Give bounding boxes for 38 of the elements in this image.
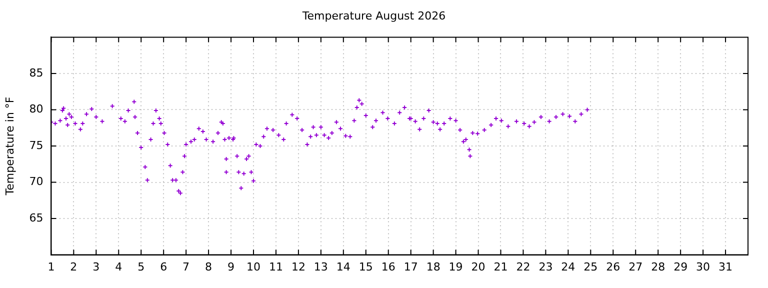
x-tick-label: 26 xyxy=(606,260,620,274)
x-tick-label: 17 xyxy=(404,260,418,274)
x-tick-label: 2 xyxy=(70,260,78,274)
x-tick-label: 31 xyxy=(718,260,733,274)
y-tick-label: 65 xyxy=(29,211,44,224)
x-tick-label: 7 xyxy=(182,260,190,274)
x-tick-label: 19 xyxy=(448,260,463,274)
x-tick-label: 10 xyxy=(246,260,260,274)
x-tick-label: 30 xyxy=(696,260,710,274)
y-tick-label: 80 xyxy=(29,102,44,116)
x-tick-label: 1 xyxy=(48,260,55,274)
x-tick-label: 14 xyxy=(336,260,350,274)
x-tick-label: 16 xyxy=(381,260,396,274)
x-tick-label: 29 xyxy=(674,260,688,274)
x-tick-label: 25 xyxy=(584,260,598,274)
chart-title: Temperature August 2026 xyxy=(301,9,446,22)
x-tick-label: 8 xyxy=(205,260,212,274)
x-tick-label: 13 xyxy=(314,260,328,274)
x-tick-label: 5 xyxy=(138,260,145,274)
x-tick-label: 3 xyxy=(92,260,100,274)
x-tick-label: 9 xyxy=(228,260,235,274)
x-tick-label: 28 xyxy=(651,260,666,274)
y-tick-label: 85 xyxy=(29,66,44,80)
x-tick-label: 18 xyxy=(426,260,440,274)
x-tick-label: 15 xyxy=(358,260,373,274)
y-axis-title: Temperature in °F xyxy=(3,96,16,196)
x-tick-label: 12 xyxy=(291,260,306,274)
y-tick-label: 75 xyxy=(29,138,44,152)
x-tick-label: 6 xyxy=(160,260,168,274)
x-tick-label: 4 xyxy=(115,260,122,274)
x-tick-label: 22 xyxy=(516,260,530,274)
y-tick-label: 70 xyxy=(29,175,44,188)
x-tick-label: 23 xyxy=(538,260,553,274)
x-tick-label: 24 xyxy=(561,260,576,274)
x-tick-label: 20 xyxy=(471,260,486,274)
x-tick-label: 21 xyxy=(494,260,508,274)
x-tick-label: 11 xyxy=(268,260,283,274)
x-tick-label: 27 xyxy=(628,260,643,274)
